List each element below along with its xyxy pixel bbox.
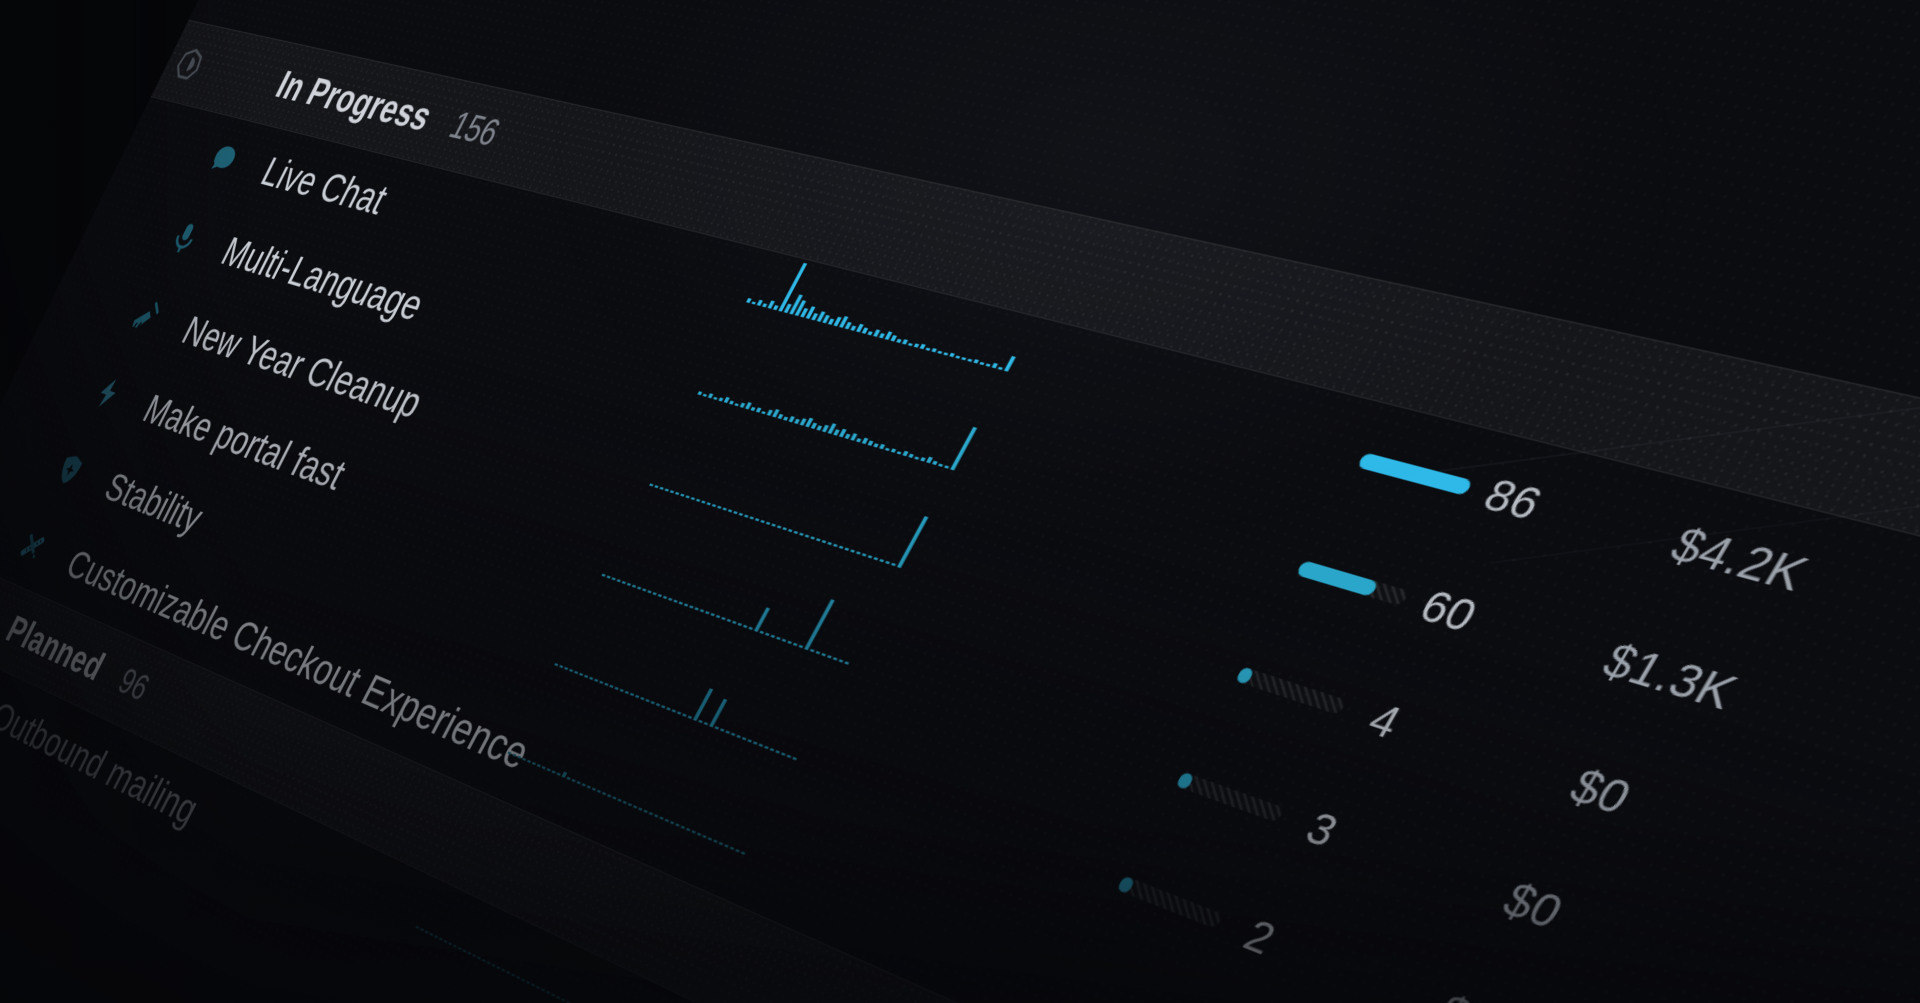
group-count-badge: 96 (112, 660, 156, 709)
shield-icon (50, 448, 90, 492)
microphone-icon (164, 217, 206, 260)
score-bar (1116, 875, 1224, 929)
broom-icon (126, 295, 167, 338)
score-bar (1235, 666, 1348, 716)
lightning-icon (88, 372, 129, 415)
score-bar (1356, 452, 1474, 496)
score-bar (1175, 771, 1286, 823)
design-tools-icon (13, 524, 53, 568)
group-count-badge: 156 (443, 104, 507, 155)
chat-bubble-icon (203, 138, 245, 180)
status-in-progress-icon (169, 44, 210, 85)
score-bar (1295, 560, 1410, 607)
group-label: In Progress (269, 63, 440, 140)
